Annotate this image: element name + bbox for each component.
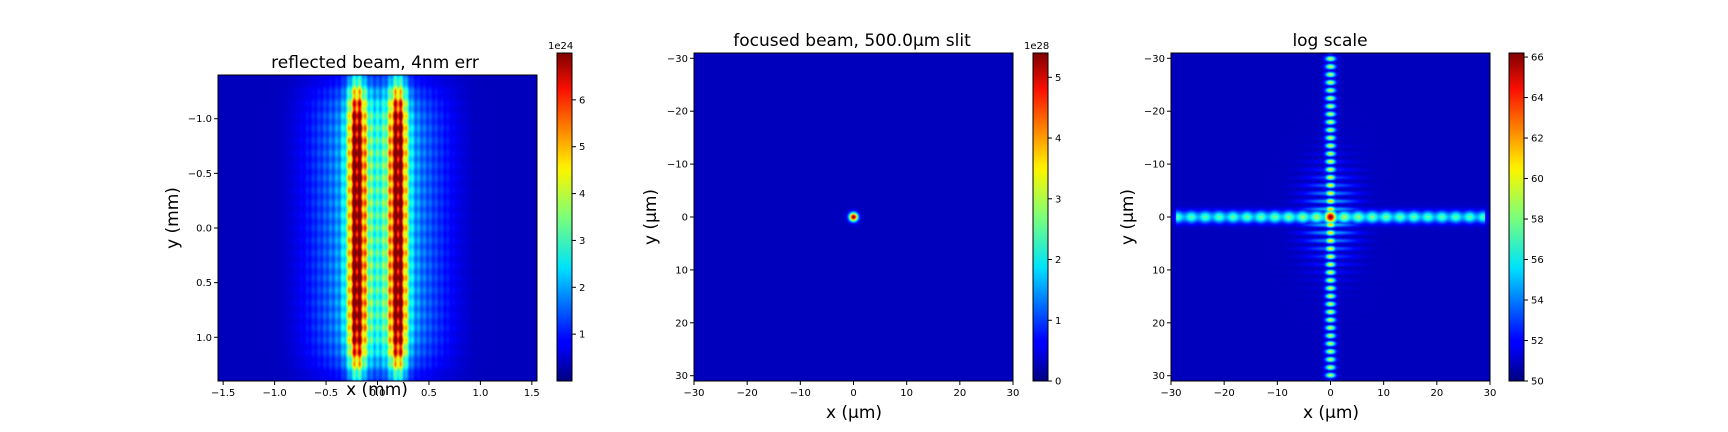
y-tick-label: 1.0 (196, 333, 212, 344)
colorbar-tick-label: 66 (1531, 53, 1544, 64)
colorbar-tick-label: 2 (1055, 255, 1061, 266)
panel-1-axes: −1.5 −1.0 −0.5 0.0 0.5 1.0 1.5 −1.0 −0.5 0.0 0.5 1.… (188, 114, 540, 399)
panel-3-ylabel: y (μm) (1118, 189, 1138, 245)
panel-3-axes: −30 −20 −10 0 10 20 30 −30 −20 −10 0 10 20 30 (1144, 54, 1496, 399)
panel-1-ylabel: y (mm) (163, 187, 183, 249)
panel-3-title: log scale (1292, 31, 1367, 51)
x-tick-label: 1.5 (524, 388, 540, 399)
x-tick-label: −10 (790, 388, 811, 399)
panel-2-colorbar-offset: 1e28 (1024, 41, 1049, 52)
x-tick-label: 30 (1007, 388, 1020, 399)
y-tick-label: −20 (1144, 107, 1165, 118)
panel-3-xlabel: x (μm) (1303, 403, 1359, 423)
colorbar-tick-label: 3 (1055, 194, 1061, 205)
panel-2-colorbar-ticks: 0 1 2 3 4 5 (1048, 73, 1061, 388)
y-tick-label: −30 (1144, 54, 1165, 65)
x-tick-label: 30 (1484, 388, 1497, 399)
colorbar-tick-label: 6 (579, 95, 585, 106)
x-tick-label: 0 (850, 388, 856, 399)
y-tick-label: −1.0 (188, 114, 212, 125)
colorbar-tick-label: 62 (1531, 134, 1544, 145)
panel-1-title: reflected beam, 4nm err (271, 53, 479, 73)
panel-1-colorbar (556, 52, 573, 382)
panel-2-heatmap (694, 53, 1013, 381)
x-tick-label: 10 (900, 388, 913, 399)
colorbar-tick-label: 56 (1531, 255, 1544, 266)
x-tick-label: 1.0 (472, 388, 488, 399)
colorbar-tick-label: 4 (1055, 134, 1061, 145)
panel-focused-beam: focused beam, 500.0μm slit −30 −20 −10 0 10 2… (641, 31, 1061, 423)
panel-3-colorbar-ticks: 50 52 54 56 58 60 62 64 66 (1524, 53, 1544, 388)
y-tick-label: −10 (667, 160, 688, 171)
colorbar-tick-label: 4 (579, 189, 585, 200)
panel-log-scale: log scale −30 −20 −10 0 10 20 30 −30 −20 −10 0 10 20… (1118, 31, 1544, 423)
colorbar-tick-label: 0 (1055, 377, 1061, 388)
colorbar-tick-label: 5 (1055, 73, 1061, 84)
panel-1-heatmap (218, 75, 537, 381)
y-tick-label: 30 (675, 371, 688, 382)
y-tick-label: −30 (667, 54, 688, 65)
x-tick-label: 20 (953, 388, 966, 399)
y-tick-label: 0 (682, 213, 688, 224)
colorbar-tick-label: 1 (1055, 316, 1061, 327)
colorbar-tick-label: 50 (1531, 377, 1544, 388)
panel-2-axes: −30 −20 −10 0 10 20 30 −30 −20 −10 0 10 20 30 (667, 54, 1019, 399)
x-tick-label: −30 (1160, 388, 1181, 399)
y-tick-label: 20 (1152, 318, 1165, 329)
colorbar-tick-label: 3 (579, 236, 585, 247)
x-tick-label: −1.0 (262, 388, 286, 399)
y-tick-label: 0.5 (196, 278, 212, 289)
panel-3-heatmap (1171, 53, 1490, 381)
colorbar-tick-label: 58 (1531, 215, 1544, 226)
x-tick-label: 10 (1377, 388, 1390, 399)
x-tick-label: −20 (737, 388, 758, 399)
panel-2-ylabel: y (μm) (641, 189, 661, 245)
y-tick-label: −20 (667, 107, 688, 118)
y-tick-label: −0.5 (188, 169, 212, 180)
x-tick-label: −1.5 (211, 388, 235, 399)
colorbar-tick-label: 5 (579, 142, 585, 153)
panel-reflected-beam: reflected beam, 4nm err −1.5 −1.0 −0.5 0.0 0… (163, 41, 585, 400)
x-tick-label: 20 (1430, 388, 1443, 399)
y-tick-label: 10 (1152, 265, 1165, 276)
panel-2-xlabel: x (μm) (826, 403, 882, 423)
panel-2-colorbar (1032, 52, 1049, 382)
y-tick-label: −10 (1144, 160, 1165, 171)
y-tick-label: 10 (675, 265, 688, 276)
x-tick-label: 0.0 (370, 388, 386, 399)
y-tick-label: 30 (1152, 371, 1165, 382)
panel-3-colorbar (1508, 52, 1525, 382)
y-tick-label: 20 (675, 318, 688, 329)
colorbar-tick-label: 60 (1531, 174, 1544, 185)
colorbar-tick-label: 1 (579, 330, 585, 341)
x-tick-label: −20 (1214, 388, 1235, 399)
x-tick-label: 0 (1327, 388, 1333, 399)
x-tick-label: 0.5 (421, 388, 437, 399)
y-tick-label: 0.0 (196, 224, 212, 235)
colorbar-tick-label: 52 (1531, 336, 1544, 347)
panel-1-xlabel: x (mm) (346, 380, 408, 400)
panel-1-colorbar-ticks: 1 2 3 4 5 6 (572, 95, 585, 341)
panel-1-colorbar-offset: 1e24 (548, 41, 573, 52)
x-tick-label: −30 (683, 388, 704, 399)
x-tick-label: −10 (1267, 388, 1288, 399)
y-tick-label: 0 (1159, 213, 1165, 224)
x-tick-label: −0.5 (314, 388, 338, 399)
colorbar-tick-label: 64 (1531, 93, 1544, 104)
panel-2-title: focused beam, 500.0μm slit (733, 31, 971, 51)
colorbar-tick-label: 2 (579, 283, 585, 294)
colorbar-tick-label: 54 (1531, 296, 1544, 307)
